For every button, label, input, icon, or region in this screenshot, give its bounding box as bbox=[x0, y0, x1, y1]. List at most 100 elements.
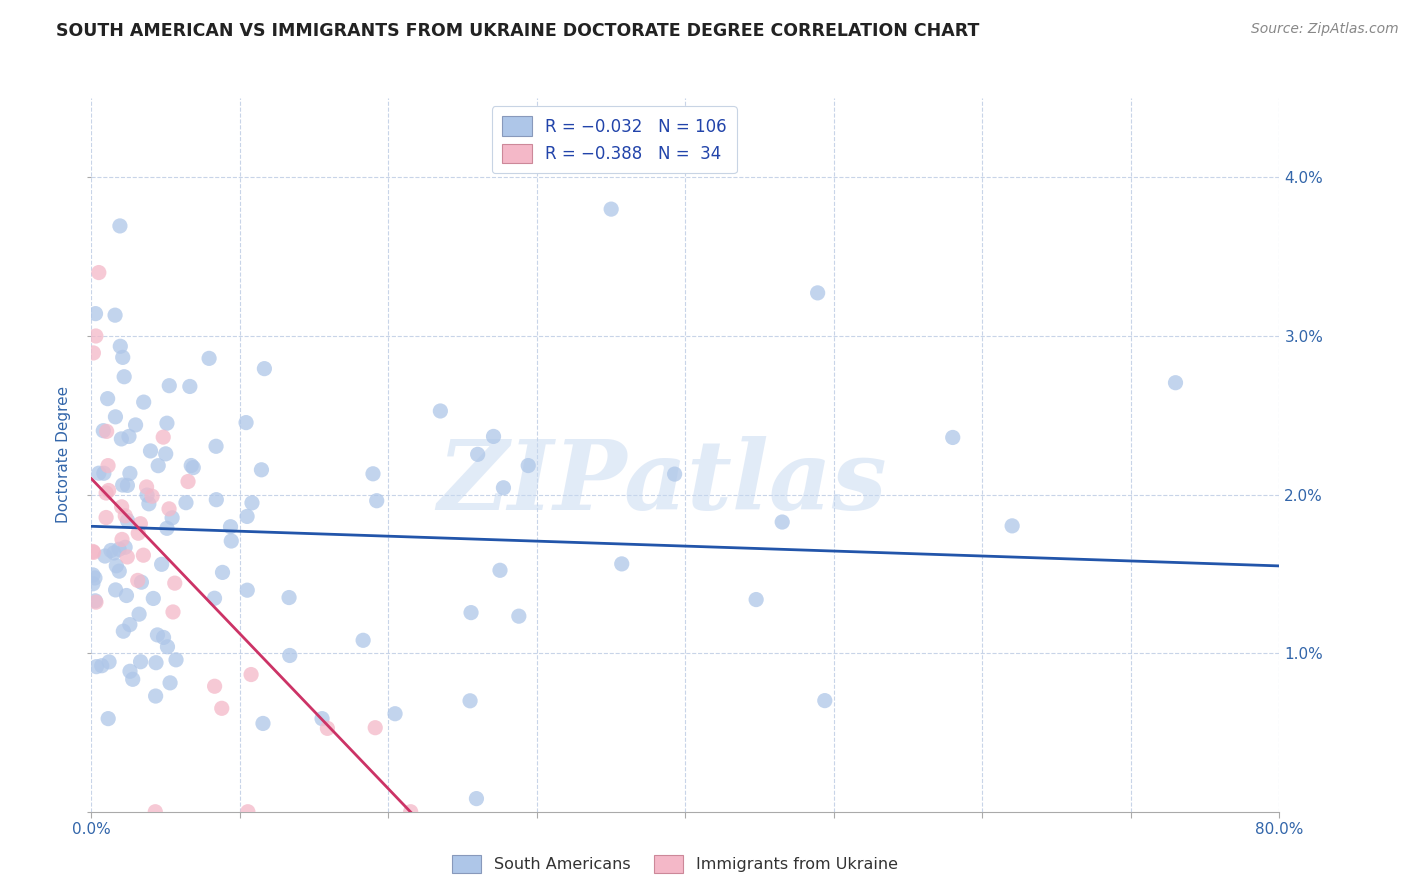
Point bbox=[458, 694, 481, 708]
Point bbox=[517, 458, 540, 473]
Text: Source: ZipAtlas.com: Source: ZipAtlas.com bbox=[1251, 22, 1399, 37]
Point bbox=[111, 500, 134, 514]
Point bbox=[162, 605, 184, 619]
Point bbox=[82, 576, 104, 591]
Point bbox=[219, 519, 242, 533]
Point bbox=[117, 478, 139, 492]
Y-axis label: Doctorate Degree: Doctorate Degree bbox=[56, 386, 72, 524]
Point bbox=[118, 617, 141, 632]
Point bbox=[429, 404, 451, 418]
Point bbox=[236, 509, 259, 524]
Point bbox=[236, 805, 259, 819]
Point bbox=[131, 575, 153, 590]
Point bbox=[467, 447, 489, 461]
Point bbox=[97, 458, 120, 473]
Point bbox=[121, 673, 143, 687]
Point bbox=[117, 514, 139, 528]
Point bbox=[94, 486, 117, 500]
Point bbox=[219, 534, 242, 549]
Point bbox=[205, 492, 228, 507]
Point bbox=[128, 607, 150, 622]
Point bbox=[135, 480, 157, 494]
Point bbox=[352, 633, 374, 648]
Point bbox=[361, 467, 384, 481]
Point bbox=[156, 416, 179, 430]
Point bbox=[90, 658, 112, 673]
Point bbox=[83, 545, 105, 559]
Point bbox=[94, 510, 117, 524]
Point bbox=[610, 557, 633, 571]
Point bbox=[110, 432, 132, 446]
Point bbox=[664, 467, 686, 481]
Point bbox=[139, 444, 162, 458]
Point bbox=[91, 424, 114, 438]
Point bbox=[108, 219, 131, 233]
Point bbox=[124, 417, 146, 432]
Point bbox=[364, 721, 387, 735]
Point bbox=[770, 515, 793, 529]
Point bbox=[129, 516, 152, 531]
Point bbox=[1164, 376, 1187, 390]
Point bbox=[97, 392, 120, 406]
Point bbox=[132, 395, 155, 409]
Point bbox=[465, 791, 488, 805]
Point bbox=[142, 591, 165, 606]
Point bbox=[97, 483, 120, 498]
Point bbox=[942, 430, 965, 444]
Point bbox=[103, 546, 125, 560]
Point bbox=[155, 447, 177, 461]
Point bbox=[118, 467, 141, 481]
Point bbox=[240, 496, 263, 510]
Point bbox=[104, 409, 127, 424]
Point bbox=[132, 548, 155, 562]
Point bbox=[118, 429, 141, 443]
Point bbox=[145, 656, 167, 670]
Point bbox=[160, 511, 183, 525]
Point bbox=[145, 689, 167, 703]
Point bbox=[118, 665, 141, 679]
Point bbox=[179, 379, 201, 393]
Point bbox=[150, 558, 173, 572]
Point bbox=[111, 351, 134, 365]
Point bbox=[157, 378, 180, 392]
Text: SOUTH AMERICAN VS IMMIGRANTS FROM UKRAINE DOCTORATE DEGREE CORRELATION CHART: SOUTH AMERICAN VS IMMIGRANTS FROM UKRAIN… bbox=[56, 22, 980, 40]
Point bbox=[84, 594, 107, 608]
Point bbox=[105, 558, 128, 573]
Point bbox=[117, 549, 139, 564]
Point bbox=[141, 489, 163, 503]
Point bbox=[165, 653, 187, 667]
Point bbox=[174, 496, 197, 510]
Point bbox=[82, 346, 104, 360]
Point bbox=[136, 488, 159, 502]
Point bbox=[100, 543, 122, 558]
Point bbox=[482, 429, 505, 443]
Point bbox=[111, 533, 134, 547]
Point bbox=[104, 582, 127, 597]
Point bbox=[108, 564, 131, 578]
Point bbox=[508, 609, 530, 624]
Point bbox=[316, 722, 339, 736]
Point bbox=[204, 679, 226, 693]
Point bbox=[180, 458, 202, 473]
Point bbox=[205, 439, 228, 453]
Point bbox=[82, 544, 104, 558]
Point bbox=[148, 458, 170, 473]
Point bbox=[114, 541, 136, 555]
Point bbox=[250, 463, 273, 477]
Point bbox=[236, 583, 259, 598]
Point bbox=[87, 266, 110, 280]
Point bbox=[110, 339, 132, 353]
Point bbox=[86, 659, 108, 673]
Point bbox=[97, 712, 120, 726]
Point bbox=[807, 285, 830, 300]
Point bbox=[112, 624, 135, 639]
Point bbox=[235, 416, 257, 430]
Legend: South Americans, Immigrants from Ukraine: South Americans, Immigrants from Ukraine bbox=[446, 848, 904, 880]
Point bbox=[278, 648, 301, 663]
Point bbox=[114, 508, 136, 523]
Point bbox=[98, 655, 121, 669]
Point bbox=[600, 202, 623, 216]
Point bbox=[460, 606, 482, 620]
Point bbox=[311, 712, 333, 726]
Point bbox=[489, 563, 512, 577]
